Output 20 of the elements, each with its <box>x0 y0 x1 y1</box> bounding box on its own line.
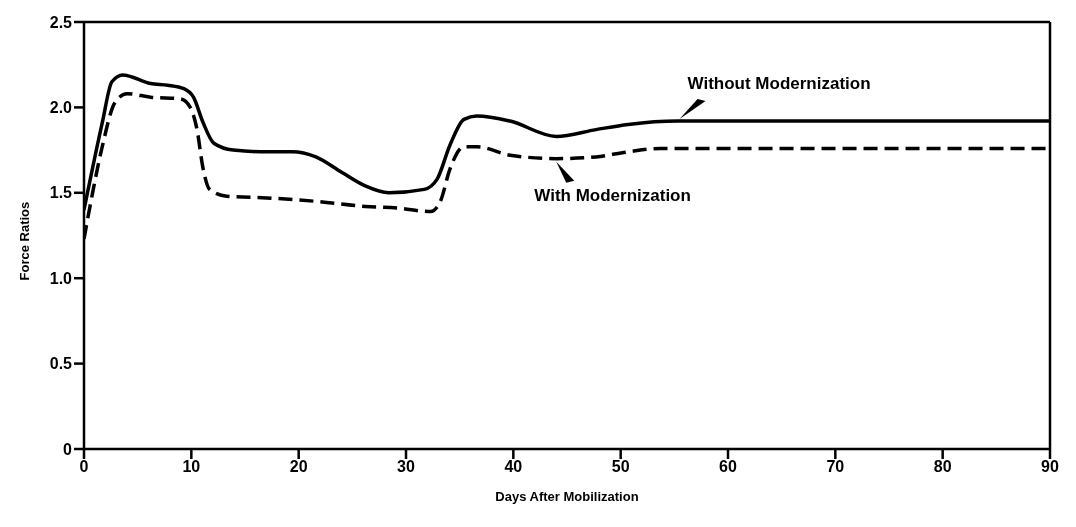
x-tick-label: 80 <box>933 458 952 476</box>
x-tick-label: 0 <box>79 458 89 476</box>
y-tick-label: 2.5 <box>49 13 73 31</box>
x-tick-label: 60 <box>719 458 737 476</box>
y-axis-title: Force Ratios <box>16 201 32 281</box>
x-tick-label: 50 <box>611 458 630 476</box>
x-tick-label: 30 <box>397 458 415 476</box>
x-tick-label: 70 <box>826 458 845 476</box>
x-tick-label: 10 <box>182 458 201 476</box>
x-axis-title: Days After Mobilization <box>495 489 639 504</box>
annotation: Without Modernization <box>687 74 871 94</box>
y-tick-label: 1.5 <box>49 184 73 202</box>
x-tick-label: 40 <box>504 458 523 476</box>
annotation: With Modernization <box>534 185 691 205</box>
x-tick-label: 20 <box>289 458 308 476</box>
y-tick-label: 0.5 <box>49 355 73 373</box>
x-tick-label: 90 <box>1041 458 1059 476</box>
y-tick-label: 0 <box>63 440 73 458</box>
y-tick-label: 2.0 <box>49 99 73 117</box>
y-tick-label: 1.0 <box>49 269 73 287</box>
